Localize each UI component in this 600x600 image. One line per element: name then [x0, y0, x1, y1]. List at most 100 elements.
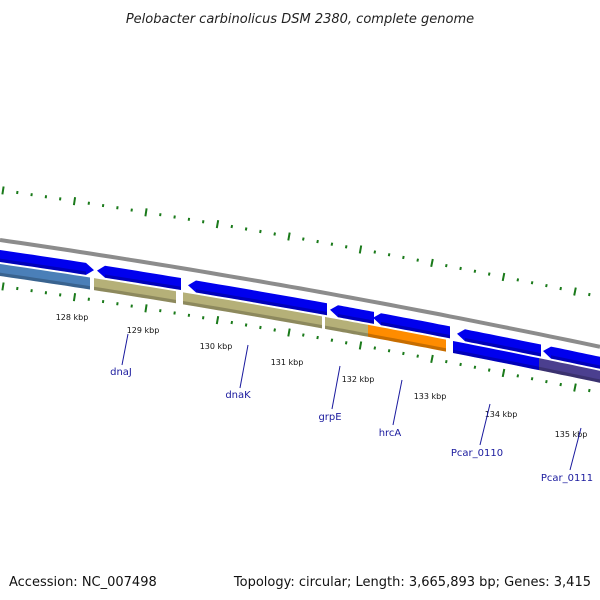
- tick-label-132kbp: 132 kbp: [342, 375, 375, 384]
- genome-summary-text: Topology: circular; Length: 3,665,893 bp…: [233, 575, 591, 590]
- inner-ticks-tick: [530, 377, 534, 381]
- tick-labels: 128 kbp 129 kbp 130 kbp 131 kbp 132 kbp …: [56, 313, 588, 439]
- inner-ticks-tick: [573, 383, 577, 392]
- outer-ticks-tick: [501, 272, 506, 282]
- inner-ticks-tick: [302, 333, 305, 337]
- gene-forward-3[interactable]: [188, 280, 327, 316]
- outer-ticks-tick: [530, 281, 534, 285]
- outer-ticks-tick: [516, 278, 520, 282]
- outer-ticks-tick: [344, 245, 348, 249]
- gene-forward-4-shade: [338, 313, 374, 324]
- inner-ticks-tick: [215, 316, 220, 325]
- tick-label-131kbp: 131 kbp: [271, 358, 304, 367]
- inner-ticks-tick: [287, 328, 291, 337]
- inner-ticks-tick: [559, 382, 562, 387]
- inner-ticks-tick: [588, 388, 591, 393]
- gene-forward-4[interactable]: [330, 305, 374, 324]
- reverse-strand-track: [0, 263, 600, 384]
- outer-ticks-tick: [72, 197, 77, 206]
- outer-ticks-tick: [358, 245, 363, 254]
- feature-steelblue-shade: [0, 272, 90, 290]
- outer-ticks-tick: [1, 186, 5, 195]
- outer-ticks-tick: [545, 283, 548, 288]
- inner-ticks-tick: [430, 354, 434, 364]
- inner-ticks-tick: [230, 320, 234, 325]
- feature-steelblue[interactable]: [0, 263, 90, 290]
- forward-strand-track: [0, 249, 600, 370]
- gene-forward-5[interactable]: [373, 313, 450, 339]
- outer-ticks-tick: [144, 208, 148, 217]
- gene-label-Pcar_0110[interactable]: Pcar_0110: [451, 448, 503, 459]
- gene-forward-7[interactable]: [543, 346, 600, 370]
- feature-dnaJ-shade: [94, 286, 176, 304]
- inner-ticks-tick: [344, 341, 348, 345]
- inner-ticks-tick: [316, 335, 319, 340]
- inner-ticks-tick: [259, 325, 262, 330]
- feature-Pcar_0111[interactable]: [539, 358, 600, 384]
- outer-ticks-tick: [387, 253, 391, 257]
- gene-label-dnaK[interactable]: dnaK: [225, 390, 251, 401]
- outer-ticks-tick: [430, 258, 434, 268]
- feature-grpE-shade: [325, 325, 368, 337]
- tick-label-133kbp: 133 kbp: [414, 392, 447, 401]
- inner-ticks-tick: [416, 354, 419, 358]
- feature-dnaJ[interactable]: [94, 278, 176, 304]
- inner-ticks-tick: [1, 282, 5, 291]
- outer-ticks-tick: [302, 237, 305, 241]
- outer-ticks-tick: [487, 272, 491, 276]
- gene-forward-6[interactable]: [457, 329, 541, 357]
- outer-ticks-tick: [588, 292, 591, 297]
- outer-tick-ring: [1, 186, 591, 297]
- tick-label-128kbp: 128 kbp: [56, 313, 89, 322]
- feature-hrcA-shade: [368, 333, 446, 352]
- outer-ticks-tick: [459, 266, 462, 271]
- gene-leader-lines: [121, 333, 582, 471]
- tick-label-135kbp: 135 kbp: [555, 430, 588, 439]
- accession-text: Accession: NC_007498: [9, 575, 157, 590]
- inner-tick-ring: [1, 282, 591, 393]
- inner-ticks-tick: [545, 379, 548, 384]
- outer-ticks-tick: [373, 250, 377, 254]
- gene-forward-6-shade: [465, 338, 541, 357]
- outer-ticks-tick: [287, 232, 291, 241]
- leader-dnaK: [239, 344, 249, 389]
- outer-ticks-tick: [215, 220, 220, 229]
- inner-ticks-tick: [273, 328, 276, 332]
- inner-ticks-tick: [244, 323, 248, 327]
- gene-label-grpE[interactable]: grpE: [318, 412, 341, 423]
- leader-hrcA: [392, 379, 403, 426]
- outer-ticks-tick: [416, 258, 419, 262]
- inner-ticks-tick: [358, 341, 363, 350]
- inner-ticks-tick: [72, 293, 77, 302]
- gene-label-dnaJ[interactable]: dnaJ: [110, 367, 132, 378]
- gene-forward-1[interactable]: [0, 249, 94, 275]
- inner-ticks-tick: [473, 365, 477, 369]
- outer-ticks-tick: [445, 263, 448, 268]
- gene-label-Pcar_0111[interactable]: Pcar_0111: [541, 473, 593, 484]
- gene-label-hrcA[interactable]: hrcA: [379, 428, 402, 439]
- inner-ticks-tick: [501, 368, 506, 378]
- gene-forward-5-shade: [381, 321, 450, 339]
- feature-dnaK[interactable]: [183, 292, 322, 329]
- inner-ticks-tick: [459, 362, 462, 367]
- leader-Pcar_0111: [569, 427, 582, 471]
- outer-ticks-tick: [559, 286, 562, 291]
- inner-ticks-tick: [330, 338, 334, 342]
- feature-Pcar_0110-shade: [453, 349, 539, 371]
- gene-forward-2[interactable]: [97, 265, 181, 290]
- tick-label-130kbp: 130 kbp: [200, 342, 233, 351]
- gene-forward-3-shade: [196, 289, 327, 316]
- leader-grpE: [331, 365, 341, 410]
- map-title: Pelobacter carbinolicus DSM 2380, comple…: [126, 12, 474, 27]
- feature-dnaK-shade: [183, 301, 322, 329]
- feature-Pcar_0111-shade: [539, 366, 600, 383]
- inner-ticks-tick: [144, 304, 148, 313]
- inner-ticks-tick: [373, 346, 377, 350]
- feature-grpE[interactable]: [325, 316, 368, 337]
- inner-ticks-tick: [487, 368, 491, 372]
- feature-Pcar_0110[interactable]: [453, 341, 539, 371]
- feature-hrcA[interactable]: [368, 324, 446, 352]
- tick-label-129kbp: 129 kbp: [127, 326, 160, 335]
- inner-ticks-tick: [402, 351, 405, 356]
